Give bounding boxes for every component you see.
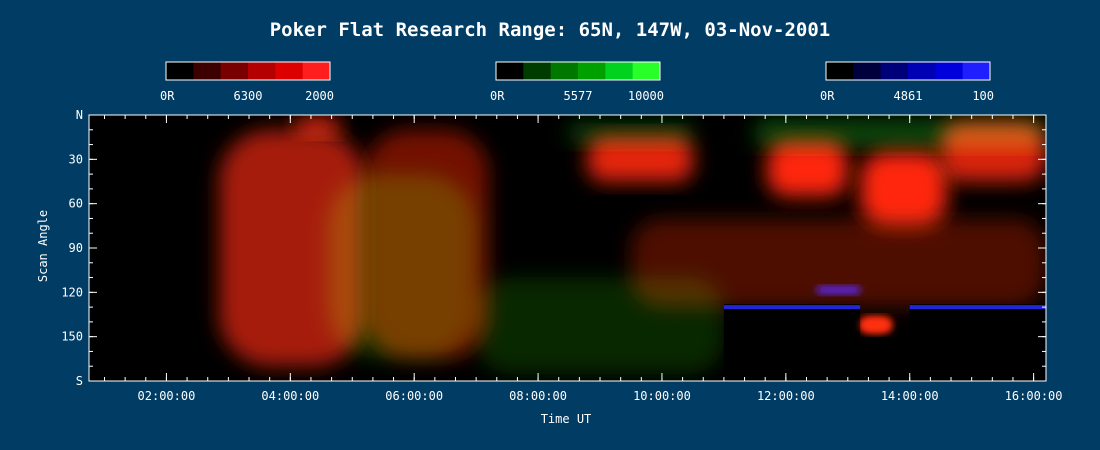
colorbar-4861-frame <box>825 61 991 81</box>
blue-streak-0 <box>723 305 861 310</box>
y-tick-label: N <box>76 108 83 122</box>
emission-red-4 <box>296 117 340 136</box>
colorbar-4861-swatch <box>935 62 964 80</box>
colorbar-6300-label-min: 0R <box>160 89 175 103</box>
colorbar-6300-label-mid: 6300 <box>234 89 263 103</box>
x-tick-label: 04:00:00 <box>261 389 319 403</box>
emission-blue-14 <box>816 286 861 294</box>
emission-red-5 <box>587 137 693 182</box>
emission-green-6 <box>569 122 693 145</box>
y-axis-label: Scan Angle <box>36 210 50 282</box>
red-blob-south <box>860 317 892 333</box>
colorbar-5577-frame <box>495 61 661 81</box>
colorbar-6300-swatch <box>193 62 222 80</box>
colorbar-4861-swatch <box>908 62 936 80</box>
colorbar-6300-frame <box>165 61 331 81</box>
colorbar-5577-label-max: 10000 <box>628 89 664 103</box>
colorbar-5577-swatch <box>578 62 606 80</box>
colorbar-4861-swatch <box>962 62 991 80</box>
colorbar-5577-swatch <box>496 62 524 80</box>
y-tick-label: S <box>76 374 83 388</box>
colorbar-6300-swatch <box>302 62 331 80</box>
x-axis-label: Time UT <box>541 412 592 426</box>
y-tick-label: 90 <box>69 241 83 255</box>
x-tick-label: 14:00:00 <box>881 389 939 403</box>
emission-green-10 <box>754 119 1046 148</box>
x-tick-label: 12:00:00 <box>757 389 815 403</box>
emission-red-8 <box>860 151 947 226</box>
x-tick-label: 02:00:00 <box>138 389 196 403</box>
blackout-region-0 <box>723 304 861 381</box>
y-tick-label: 60 <box>69 197 83 211</box>
colorbar-5577-swatch <box>550 62 579 80</box>
x-tick-label: 08:00:00 <box>509 389 567 403</box>
chart-title: Poker Flat Research Range: 65N, 147W, 03… <box>270 19 831 41</box>
colorbar-6300-swatch <box>275 62 304 80</box>
emission-red-7 <box>767 141 848 197</box>
blue-streak-1 <box>909 305 1046 310</box>
y-tick-label: 30 <box>69 152 83 166</box>
colorbar-6300-swatch <box>248 62 276 80</box>
plot-area: 02:00:00 04:00:00 06:00:00 08:00:00 10:00:00… <box>61 108 1062 403</box>
colorbar-4861-swatch <box>826 62 854 80</box>
colorbar-5577-swatch <box>523 62 552 80</box>
colorbar-5577-label-mid: 5577 <box>564 89 593 103</box>
x-tick-label: 16:00:00 <box>1005 389 1063 403</box>
colorbar-6300-label-max: 2000 <box>305 89 334 103</box>
colorbar-4861-label-mid: 4861 <box>894 89 923 103</box>
colorbar-4861-label-max: 100 <box>972 89 994 103</box>
emission-green-12 <box>476 277 724 374</box>
emission-green-3 <box>327 174 477 359</box>
colorbar-4861-swatch <box>880 62 909 80</box>
colorbar-4861-swatch <box>853 62 882 80</box>
colorbar-6300-swatch <box>166 62 194 80</box>
y-tick-label: 150 <box>61 330 83 344</box>
colorbar-5577-swatch <box>632 62 661 80</box>
emission-red-11 <box>630 218 1046 308</box>
colorbar-group: 0R 6300 2000 0R 5577 10000 0R 4861 100 <box>160 61 994 103</box>
blackout-region-1 <box>909 304 1046 381</box>
colorbar-4861-label-min: 0R <box>820 89 835 103</box>
colorbar-6300-swatch <box>220 62 249 80</box>
x-tick-label: 10:00:00 <box>633 389 691 403</box>
emission-layer <box>219 117 1046 381</box>
y-tick-label: 120 <box>61 285 83 299</box>
x-tick-label: 06:00:00 <box>385 389 443 403</box>
colorbar-5577-swatch <box>605 62 634 80</box>
colorbar-5577-label-min: 0R <box>490 89 505 103</box>
